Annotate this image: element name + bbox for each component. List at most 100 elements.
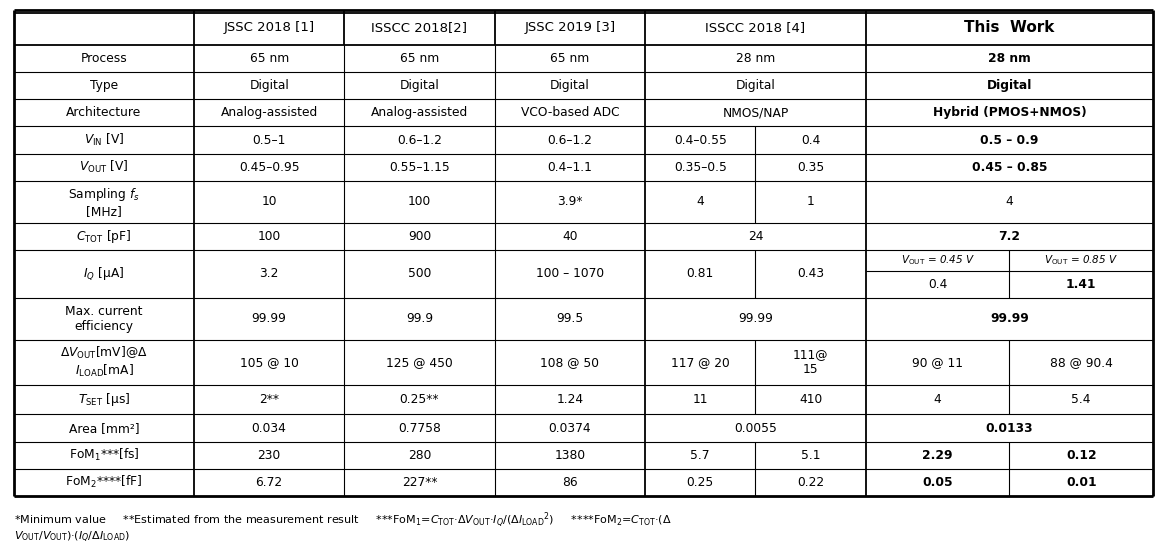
Text: 0.4: 0.4 xyxy=(801,133,820,147)
Text: 6.72: 6.72 xyxy=(256,476,282,489)
Text: 0.12: 0.12 xyxy=(1065,449,1097,461)
Text: Analog-assisted: Analog-assisted xyxy=(221,106,317,120)
Text: 0.25: 0.25 xyxy=(686,476,714,489)
Text: 86: 86 xyxy=(562,476,578,489)
Text: NMOS/NAP: NMOS/NAP xyxy=(722,106,789,120)
Text: 28 nm: 28 nm xyxy=(988,52,1030,65)
Text: 11: 11 xyxy=(692,393,708,406)
Text: Area [mm²]: Area [mm²] xyxy=(69,421,139,435)
Text: ISSCC 2018[2]: ISSCC 2018[2] xyxy=(371,21,468,34)
Text: 0.05: 0.05 xyxy=(922,476,953,489)
Text: 0.45 – 0.85: 0.45 – 0.85 xyxy=(972,161,1047,174)
Text: $I_Q$ [μA]: $I_Q$ [μA] xyxy=(83,266,125,282)
Text: 5.7: 5.7 xyxy=(691,449,710,461)
Text: 0.01: 0.01 xyxy=(1065,476,1097,489)
Text: 90 @ 11: 90 @ 11 xyxy=(913,356,963,369)
Text: 0.4–0.55: 0.4–0.55 xyxy=(673,133,727,147)
Text: $V_{\mathrm{OUT}}$/$V_{\mathrm{OUT}}$)·($I_Q$/$\Delta I_{\mathrm{LOAD}}$): $V_{\mathrm{OUT}}$/$V_{\mathrm{OUT}}$)·(… xyxy=(14,530,130,545)
Text: 0.5–1: 0.5–1 xyxy=(252,133,286,147)
Text: Sampling $f_s$
[MHz]: Sampling $f_s$ [MHz] xyxy=(68,186,140,218)
Text: VCO-based ADC: VCO-based ADC xyxy=(520,106,620,120)
Text: 4: 4 xyxy=(934,393,942,406)
Text: Type: Type xyxy=(90,80,118,92)
Text: 227**: 227** xyxy=(401,476,438,489)
Text: Digital: Digital xyxy=(550,80,589,92)
Text: Digital: Digital xyxy=(250,80,289,92)
Text: 100: 100 xyxy=(407,195,431,208)
Text: Max. current
efficiency: Max. current efficiency xyxy=(65,305,142,332)
Text: 0.45–0.95: 0.45–0.95 xyxy=(239,161,300,174)
Text: 2.29: 2.29 xyxy=(922,449,953,461)
Text: 280: 280 xyxy=(407,449,431,461)
Text: 0.5 – 0.9: 0.5 – 0.9 xyxy=(980,133,1039,147)
Text: 117 @ 20: 117 @ 20 xyxy=(671,356,729,369)
Text: 1.41: 1.41 xyxy=(1065,278,1097,291)
Text: Analog-assisted: Analog-assisted xyxy=(371,106,468,120)
Text: 100: 100 xyxy=(258,230,281,243)
Text: 0.0374: 0.0374 xyxy=(548,421,592,435)
Text: *Minimum value     **Estimated from the measurement result     ***FoM$_1$=$C_{\m: *Minimum value **Estimated from the meas… xyxy=(14,510,672,530)
Text: Δ$V_{\mathrm{OUT}}$[mV]@Δ
$I_{\mathrm{LOAD}}$[mA]: Δ$V_{\mathrm{OUT}}$[mV]@Δ $I_{\mathrm{LO… xyxy=(61,345,148,380)
Text: 105 @ 10: 105 @ 10 xyxy=(239,356,299,369)
Text: Digital: Digital xyxy=(735,80,775,92)
Text: 0.22: 0.22 xyxy=(797,476,824,489)
Text: JSSC 2018 [1]: JSSC 2018 [1] xyxy=(224,21,315,34)
Text: 99.5: 99.5 xyxy=(557,312,584,325)
Text: 0.6–1.2: 0.6–1.2 xyxy=(397,133,442,147)
Text: 0.81: 0.81 xyxy=(686,267,714,280)
Text: Digital: Digital xyxy=(399,80,439,92)
Text: 108 @ 50: 108 @ 50 xyxy=(540,356,600,369)
Text: 65 nm: 65 nm xyxy=(400,52,439,65)
Text: 0.35: 0.35 xyxy=(797,161,824,174)
Text: 0.43: 0.43 xyxy=(797,267,824,280)
Text: $V_{\mathrm{IN}}$ [V]: $V_{\mathrm{IN}}$ [V] xyxy=(84,132,124,148)
Text: 4: 4 xyxy=(697,195,704,208)
Text: This  Work: This Work xyxy=(964,20,1055,35)
Text: 7.2: 7.2 xyxy=(999,230,1020,243)
Text: 24: 24 xyxy=(748,230,763,243)
Text: 900: 900 xyxy=(407,230,431,243)
Text: 0.35–0.5: 0.35–0.5 xyxy=(673,161,727,174)
Text: 99.99: 99.99 xyxy=(990,312,1029,325)
Text: 3.9*: 3.9* xyxy=(557,195,582,208)
Text: 65 nm: 65 nm xyxy=(550,52,589,65)
Text: ISSCC 2018 [4]: ISSCC 2018 [4] xyxy=(705,21,805,34)
Text: 0.6–1.2: 0.6–1.2 xyxy=(547,133,593,147)
Text: 5.4: 5.4 xyxy=(1071,393,1091,406)
Text: 2**: 2** xyxy=(259,393,279,406)
Text: 100 – 1070: 100 – 1070 xyxy=(536,267,603,280)
Text: 230: 230 xyxy=(258,449,281,461)
Text: 0.55–1.15: 0.55–1.15 xyxy=(389,161,449,174)
Text: Hybrid (PMOS+NMOS): Hybrid (PMOS+NMOS) xyxy=(932,106,1086,120)
Text: Digital: Digital xyxy=(987,80,1032,92)
Text: 4: 4 xyxy=(1006,195,1013,208)
Text: JSSC 2019 [3]: JSSC 2019 [3] xyxy=(524,21,615,34)
Text: 500: 500 xyxy=(407,267,431,280)
Text: 1.24: 1.24 xyxy=(557,393,584,406)
Text: 0.25**: 0.25** xyxy=(400,393,439,406)
Text: $C_{\mathrm{TOT}}$ [pF]: $C_{\mathrm{TOT}}$ [pF] xyxy=(76,228,132,245)
Text: 65 nm: 65 nm xyxy=(250,52,288,65)
Text: 88 @ 90.4: 88 @ 90.4 xyxy=(1050,356,1112,369)
Text: 40: 40 xyxy=(562,230,578,243)
Text: 0.7758: 0.7758 xyxy=(398,421,441,435)
Text: 3.2: 3.2 xyxy=(259,267,279,280)
Text: 0.0055: 0.0055 xyxy=(734,421,777,435)
Text: 111@
15: 111@ 15 xyxy=(794,348,829,376)
Text: 99.99: 99.99 xyxy=(738,312,773,325)
Text: FoM$_2$****[fF]: FoM$_2$****[fF] xyxy=(65,474,142,490)
Text: 0.034: 0.034 xyxy=(252,421,287,435)
Text: 125 @ 450: 125 @ 450 xyxy=(386,356,453,369)
Text: $T_{\mathrm{SET}}$ [μs]: $T_{\mathrm{SET}}$ [μs] xyxy=(78,391,131,408)
Text: 410: 410 xyxy=(799,393,823,406)
Text: Architecture: Architecture xyxy=(67,106,141,120)
Text: 0.0133: 0.0133 xyxy=(986,421,1033,435)
Text: $V_{\mathrm{OUT}}$ = 0.85 V: $V_{\mathrm{OUT}}$ = 0.85 V xyxy=(1044,254,1118,267)
Text: $V_{\mathrm{OUT}}$ = 0.45 V: $V_{\mathrm{OUT}}$ = 0.45 V xyxy=(901,254,974,267)
Text: 0.4: 0.4 xyxy=(928,278,948,291)
Text: 99.9: 99.9 xyxy=(406,312,433,325)
Text: Process: Process xyxy=(81,52,127,65)
Text: 99.99: 99.99 xyxy=(252,312,287,325)
Text: 10: 10 xyxy=(261,195,277,208)
Text: 5.1: 5.1 xyxy=(801,449,820,461)
